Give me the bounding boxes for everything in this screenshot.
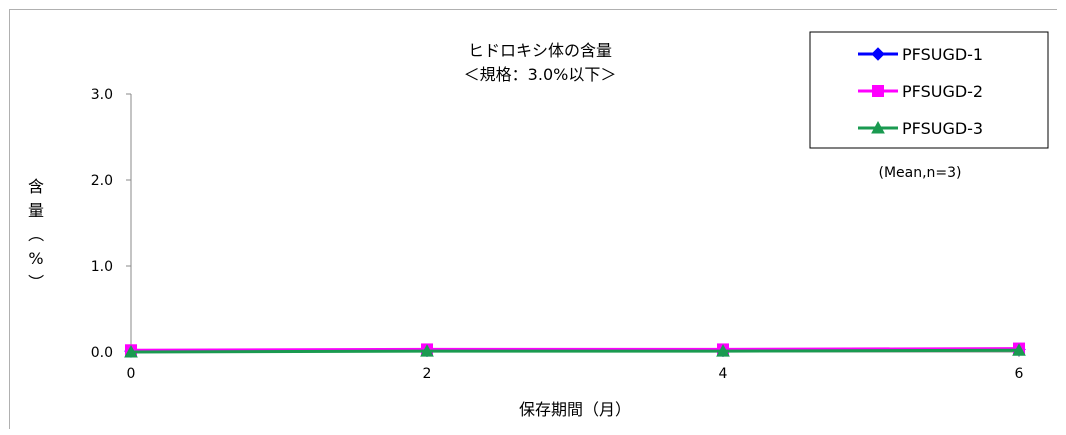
- x-tick-label: 0: [127, 366, 136, 382]
- chart-subtitle: ＜規格：3.0%以下＞: [464, 65, 617, 84]
- y-tick-label: 3.0: [91, 87, 113, 103]
- legend-label: PFSUGD-1: [902, 45, 983, 64]
- series-3: [124, 343, 1026, 358]
- series-line: [130, 347, 1020, 352]
- x-axis-label: 保存期間（月）: [519, 400, 631, 419]
- chart-title: ヒドロキシ体の含量: [468, 41, 612, 60]
- legend-entry: PFSUGD-3: [858, 119, 983, 138]
- legend-entry: PFSUGD-2: [858, 82, 983, 101]
- x-tick-label: 2: [423, 366, 432, 382]
- y-label-char: 含: [28, 177, 44, 196]
- legend-box: [809, 31, 1049, 149]
- x-tick-label: 6: [1015, 366, 1024, 382]
- legend-marker: [872, 85, 884, 97]
- y-tick-label: 2.0: [91, 173, 113, 189]
- y-tick-label: 1.0: [91, 259, 113, 275]
- legend-marker: [871, 120, 885, 134]
- y-label-char: 量: [28, 201, 44, 220]
- series-line: [130, 348, 1020, 354]
- y-tick-label: 0.0: [91, 345, 113, 361]
- y-axis-label: 含量 （% ）: [26, 177, 45, 290]
- y-label-char: （: [26, 226, 45, 242]
- legend-label: PFSUGD-2: [902, 82, 983, 101]
- y-label-char: %: [28, 249, 43, 268]
- legend-entry: PFSUGD-1: [858, 45, 983, 64]
- data-point: [124, 344, 138, 358]
- x-tick-label: 4: [719, 366, 728, 382]
- data-point: [716, 344, 730, 357]
- legend-label: PFSUGD-3: [902, 119, 983, 138]
- data-point: [1012, 343, 1026, 356]
- y-label-char: ）: [26, 274, 45, 290]
- legend-marker: [871, 47, 885, 61]
- stats-note: (Mean,n=3): [878, 165, 961, 181]
- data-point: [420, 344, 434, 357]
